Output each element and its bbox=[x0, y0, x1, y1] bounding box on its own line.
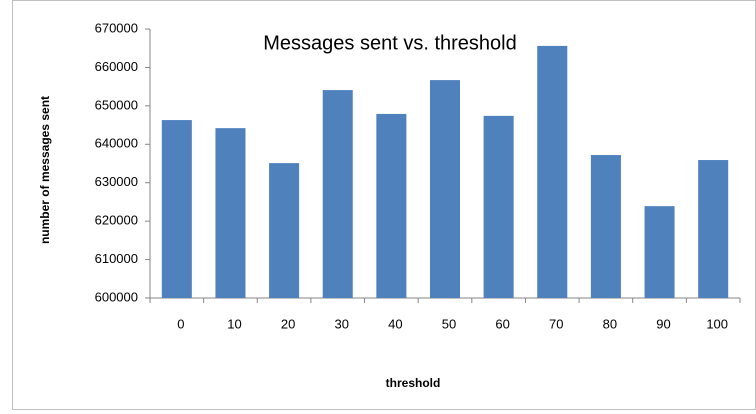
bar bbox=[537, 45, 568, 299]
x-tick-label: 20 bbox=[281, 316, 295, 331]
y-tick-label: 630000 bbox=[95, 174, 138, 189]
x-tick-label: 0 bbox=[177, 316, 184, 331]
bar bbox=[269, 163, 300, 298]
y-tick-label: 660000 bbox=[95, 59, 138, 74]
y-tick-label: 640000 bbox=[95, 136, 138, 151]
x-tick-label: 70 bbox=[549, 316, 563, 331]
x-tick-label: 80 bbox=[603, 316, 617, 331]
x-tick-label: 30 bbox=[334, 316, 348, 331]
bar bbox=[590, 155, 621, 298]
y-tick-label: 600000 bbox=[95, 289, 138, 304]
x-tick-label: 50 bbox=[442, 316, 456, 331]
bar bbox=[698, 160, 729, 298]
bar bbox=[322, 90, 353, 298]
bar bbox=[483, 115, 514, 298]
bar bbox=[644, 206, 675, 298]
bar bbox=[429, 80, 461, 298]
x-tick-label: 40 bbox=[388, 316, 402, 331]
bar bbox=[215, 128, 246, 298]
x-tick-label: 90 bbox=[656, 316, 670, 331]
y-tick-label: 610000 bbox=[95, 251, 138, 266]
y-tick-label: 670000 bbox=[95, 20, 138, 35]
x-tick-label: 60 bbox=[495, 316, 509, 331]
y-axis-label: number of messages sent bbox=[38, 96, 52, 244]
chart-title: Messages sent vs. threshold bbox=[263, 32, 516, 54]
y-tick-label: 650000 bbox=[95, 97, 138, 112]
bar bbox=[376, 113, 407, 298]
y-tick-label: 620000 bbox=[95, 213, 138, 228]
bar bbox=[161, 120, 192, 298]
x-tick-label: 100 bbox=[706, 316, 728, 331]
x-axis-label: threshold bbox=[386, 376, 441, 390]
x-tick-label: 10 bbox=[227, 316, 241, 331]
